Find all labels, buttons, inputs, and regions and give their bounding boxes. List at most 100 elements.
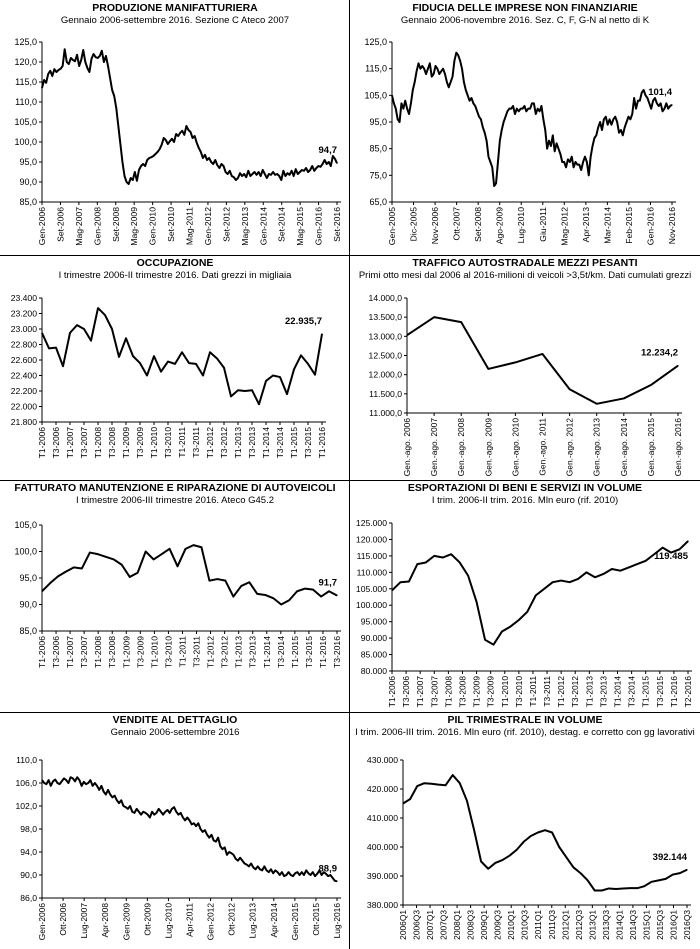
data-point: [103, 61, 105, 63]
data-point: [554, 150, 556, 152]
data-point: [596, 403, 598, 405]
x-tick-label: T1-2015: [289, 427, 299, 459]
chart-subtitle: I trim. 2006-III trim. 2016. Mln euro (r…: [355, 727, 695, 738]
data-point: [196, 142, 198, 144]
x-tick-label: T1-2016: [669, 676, 679, 708]
data-point: [187, 129, 190, 131]
x-tick-label: 2007Q1: [425, 910, 435, 940]
data-point: [417, 62, 420, 64]
data-point: [400, 102, 403, 104]
y-tick-label: 90,0: [19, 600, 37, 610]
data-point: [153, 355, 155, 357]
data-point: [224, 846, 226, 848]
data-point: [225, 171, 227, 173]
data-point: [114, 795, 116, 797]
data-point: [199, 828, 202, 830]
x-tick-label: Mag-2011: [185, 207, 195, 245]
data-point: [125, 337, 127, 339]
data-point: [175, 133, 177, 135]
data-point: [433, 73, 435, 75]
x-tick-label: T1-2016: [317, 427, 327, 459]
data-point: [514, 361, 516, 363]
data-point: [86, 67, 88, 69]
data-point: [535, 113, 537, 115]
x-tick-label: Apr-2013: [581, 207, 591, 243]
data-point: [633, 97, 635, 99]
chart-svg: 21.800 22.000 22.200 22.400 22.600 22.800 23.0…: [11, 293, 327, 459]
data-point: [622, 134, 624, 136]
data-point: [433, 316, 435, 318]
y-tick-label: 110,0: [16, 755, 37, 765]
data-point: [504, 116, 507, 118]
y-tick-label: 106,0: [15, 778, 37, 788]
data-point: [78, 779, 81, 781]
x-tick-label: Gen-2016: [645, 207, 655, 245]
x-tick-label: T1-2011: [177, 427, 187, 458]
data-point: [212, 163, 214, 165]
data-point: [216, 164, 218, 166]
data-point: [618, 132, 620, 134]
data-point: [546, 148, 548, 150]
data-point: [516, 108, 518, 110]
data-point: [72, 59, 74, 61]
series-line: [402, 774, 688, 892]
series-line: [41, 776, 338, 883]
y-tick-label: 90,0: [19, 177, 37, 187]
data-point: [629, 118, 631, 120]
y-tick-label: 430.000: [367, 755, 398, 765]
x-tick-label: 2011Q1: [533, 910, 543, 940]
x-tick-label: Gen.-ago. 2011: [538, 418, 548, 476]
data-point: [280, 179, 282, 181]
y-tick-label: 85,0: [369, 144, 387, 154]
data-point: [523, 105, 526, 107]
data-point: [463, 81, 465, 83]
data-point: [518, 110, 520, 112]
x-tick-label: Ott-2012: [227, 903, 237, 936]
data-point: [49, 70, 51, 72]
data-point: [123, 175, 126, 177]
data-point: [406, 334, 408, 336]
data-point: [523, 841, 525, 843]
y-tick-label: 90.000: [361, 633, 388, 643]
data-point: [330, 165, 332, 167]
data-point: [656, 102, 658, 104]
data-point: [537, 831, 539, 834]
data-point: [158, 148, 161, 150]
data-point: [217, 837, 219, 839]
x-tick-label: T1-2016: [318, 636, 328, 668]
data-point: [88, 71, 91, 73]
data-point: [125, 806, 127, 808]
x-tick-label: Gen-2012: [203, 207, 213, 245]
data-point: [590, 156, 592, 158]
data-point: [162, 814, 164, 816]
data-point: [131, 811, 133, 813]
data-point: [74, 60, 76, 62]
data-point: [221, 848, 224, 850]
data-point: [520, 108, 522, 110]
y-tick-label: 85,0: [19, 197, 37, 207]
y-tick-label: 21.800: [11, 417, 38, 427]
data-point: [474, 105, 476, 107]
y-tick-label: 105,0: [14, 117, 37, 127]
data-point: [561, 161, 563, 163]
data-point: [661, 110, 664, 112]
x-tick-label: T1-2011: [528, 676, 538, 707]
data-point: [202, 831, 204, 833]
chart-svg: 85,0 90,0 95,0 100,0 105,0 110,0 115,0 120,0 125…: [14, 37, 342, 246]
x-tick-label: T3-2013: [248, 636, 258, 668]
y-tick-label: 105,0: [14, 520, 37, 530]
x-tick-label: T3-2012: [570, 676, 580, 708]
data-point: [433, 555, 435, 557]
x-tick-label: T1-2008: [443, 676, 453, 708]
x-tick-label: Feb-2015: [624, 207, 634, 244]
data-point: [325, 873, 327, 875]
data-point: [559, 153, 561, 155]
data-point: [309, 874, 312, 876]
series-line: [391, 540, 689, 646]
data-point: [216, 578, 219, 580]
data-point: [293, 368, 295, 370]
data-point: [84, 61, 86, 63]
y-tick-label: 95,0: [19, 157, 37, 167]
data-point: [571, 156, 573, 158]
data-point: [237, 860, 239, 862]
